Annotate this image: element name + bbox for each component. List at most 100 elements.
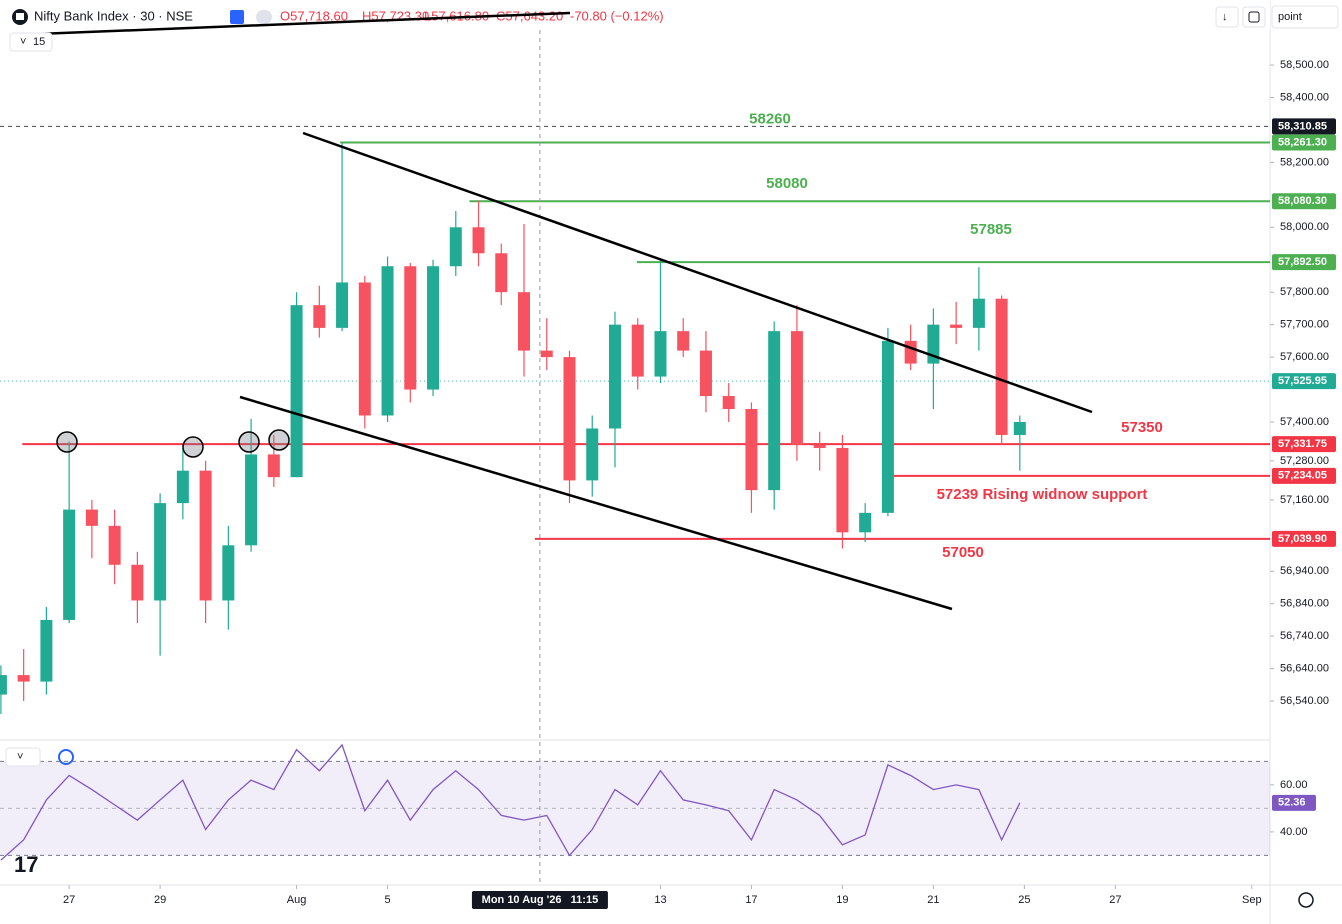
y-tick-label: 57,400.00 (1280, 416, 1329, 428)
refresh-icon[interactable] (58, 749, 74, 765)
crosshair-badge (471, 891, 608, 909)
candle-body (449, 227, 462, 267)
y-tick-label: 58,000.00 (1280, 221, 1329, 233)
download-icon: ↓ (1222, 11, 1228, 23)
candle-body (518, 292, 531, 351)
candle-body (608, 324, 621, 429)
trend-line (239, 395, 953, 611)
candle-body (495, 253, 508, 293)
candle-body (859, 512, 872, 533)
x-tick-label: 21 (927, 894, 939, 906)
candle-body (677, 331, 690, 351)
candle-body (427, 266, 440, 390)
level-badge-label: 57,039.90 (1278, 533, 1327, 545)
level-badge (1272, 254, 1336, 271)
candle-body (563, 357, 576, 481)
pane-collapse-button[interactable] (5, 747, 41, 767)
x-tick-label: 17 (745, 894, 757, 906)
level-badge-label: 57,234.05 (1278, 470, 1327, 482)
candle-body (131, 564, 144, 601)
x-tick-label: 29 (154, 894, 166, 906)
marker-badge (1272, 118, 1336, 135)
tv-logo: 17 (14, 852, 38, 877)
symbol-title[interactable]: Nifty Bank Index · 30 · NSE (34, 8, 193, 23)
fullscreen-icon (1248, 11, 1260, 23)
rsi-line (0, 743, 1021, 861)
candle-body (745, 409, 758, 491)
candle-body (472, 227, 485, 254)
chevron: ˅ (17, 751, 23, 763)
trend-line (302, 131, 1093, 414)
candle-body (1013, 421, 1026, 435)
level-label: 58080 (766, 175, 808, 192)
fullscreen-button[interactable] (1242, 6, 1266, 28)
level-badge (1272, 467, 1336, 484)
y-tick-label: 57,280.00 (1280, 455, 1329, 467)
highlight-circles (56, 429, 290, 458)
drawn-line (11, 11, 571, 37)
circle (268, 429, 290, 451)
ohlc-open: O57,718.60 (280, 8, 348, 23)
level-badge-label: 58,261.30 (1278, 136, 1327, 148)
candle-body (950, 324, 963, 328)
x-tick-label: Aug (287, 894, 307, 906)
candle-body (631, 324, 644, 377)
marker-badge (1272, 373, 1336, 390)
download-button[interactable] (1215, 6, 1239, 28)
candle-body (768, 331, 781, 491)
y-tick-label: 58,400.00 (1280, 91, 1329, 103)
candle-body (290, 305, 303, 478)
level-badge-label: 58,080.30 (1278, 195, 1327, 207)
x-tick-label: 19 (836, 894, 848, 906)
candle-body (995, 298, 1008, 435)
candle-body (586, 428, 599, 481)
level-badge (1272, 530, 1336, 547)
indicator-button[interactable] (9, 32, 53, 52)
indicator-count: 15 (33, 36, 45, 48)
x-tick-label: 27 (1109, 894, 1121, 906)
candle-body (176, 470, 189, 504)
level-badge-label: 57,331.75 (1278, 438, 1327, 450)
settings-icon[interactable] (1298, 892, 1314, 908)
candle-body (17, 675, 30, 682)
scale-mode-button[interactable] (1271, 5, 1339, 29)
crosshair-label: Mon 10 Aug '26 11:15 (482, 894, 599, 906)
candle-body (358, 282, 371, 416)
candle-body (85, 509, 98, 526)
circle (56, 431, 78, 453)
y-tick-label: 57,160.00 (1280, 494, 1329, 506)
x-tick-label: 25 (1018, 894, 1030, 906)
candle-body (154, 503, 167, 601)
rsi-tick-label: 60.00 (1280, 779, 1308, 791)
candle-body (199, 470, 212, 601)
y-tick-label: 58,200.00 (1280, 156, 1329, 168)
rsi-tick-label: 40.00 (1280, 826, 1308, 838)
candle-body (790, 331, 803, 445)
candle-body (904, 340, 917, 364)
x-tick-label: Sep (1242, 894, 1262, 906)
candle-body (40, 619, 53, 682)
marker-badge-label: 57,525.95 (1278, 375, 1327, 387)
y-tick-label: 56,640.00 (1280, 663, 1329, 675)
y-tick-label: 56,740.00 (1280, 630, 1329, 642)
plot-area (0, 30, 1270, 885)
level-badge (1272, 436, 1336, 453)
y-tick-label: 56,940.00 (1280, 565, 1329, 577)
candle-body (654, 331, 667, 377)
candle-body (813, 444, 826, 448)
level-badge (1272, 193, 1336, 210)
candle-body (313, 305, 326, 328)
circle (182, 436, 204, 458)
candle-body (336, 282, 349, 328)
rsi-last-badge (1272, 794, 1316, 811)
level-label: 57885 (970, 221, 1012, 238)
x-tick-label: 13 (654, 894, 666, 906)
toggle-icon[interactable] (256, 10, 272, 24)
candle-body (972, 298, 985, 328)
flag-icon[interactable] (230, 10, 244, 24)
candle-body (245, 454, 258, 546)
level-badge (1272, 134, 1336, 151)
y-tick-label: 56,540.00 (1280, 695, 1329, 707)
